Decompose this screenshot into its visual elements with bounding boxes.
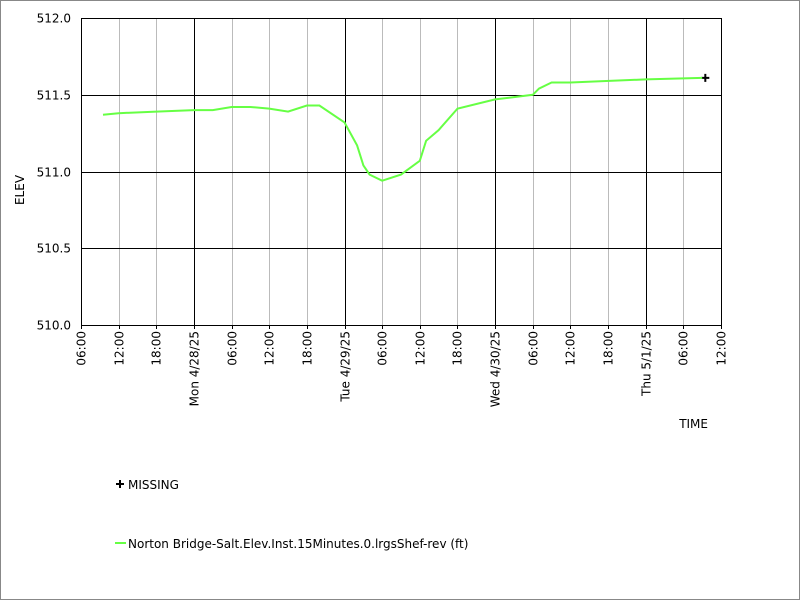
x-tick-label: Wed 4/30/25 bbox=[489, 331, 503, 407]
data-line bbox=[102, 76, 703, 182]
y-tick-label: 511.0 bbox=[37, 166, 71, 180]
y-tick-label: 511.5 bbox=[37, 89, 71, 103]
x-tick-label: 18:00 bbox=[301, 331, 315, 366]
x-tick-label: 06:00 bbox=[527, 331, 541, 366]
x-tick-label: 12:00 bbox=[414, 331, 428, 366]
legend-label: MISSING bbox=[128, 478, 179, 492]
missing-marker bbox=[701, 73, 710, 82]
y-axis-label: ELEV bbox=[13, 174, 27, 205]
y-tick-label: 512.0 bbox=[37, 12, 71, 26]
x-tick-label: Mon 4/28/25 bbox=[188, 331, 202, 406]
x-tick-label: 12:00 bbox=[263, 331, 277, 366]
legend-marker bbox=[116, 480, 124, 488]
x-tick-label: 18:00 bbox=[451, 331, 465, 366]
x-tick-label: 12:00 bbox=[113, 331, 127, 366]
x-tick-label: 12:00 bbox=[715, 331, 729, 366]
x-tick-label: 06:00 bbox=[376, 331, 390, 366]
x-tick-label: Thu 5/1/25 bbox=[640, 331, 654, 397]
x-tick-label: 12:00 bbox=[564, 331, 578, 366]
x-axis-label: TIME bbox=[678, 417, 708, 431]
x-tick-label: 06:00 bbox=[75, 331, 89, 366]
y-tick-label: 510.0 bbox=[37, 319, 71, 333]
x-tick-label: 06:00 bbox=[677, 331, 691, 366]
x-tick-label: 18:00 bbox=[602, 331, 616, 366]
legend-label: Norton Bridge-Salt.Elev.Inst.15Minutes.0… bbox=[128, 537, 468, 551]
x-tick-label: 18:00 bbox=[150, 331, 164, 366]
x-tick-label: Tue 4/29/25 bbox=[339, 331, 353, 403]
x-tick-label: 06:00 bbox=[226, 331, 240, 366]
y-tick-label: 510.5 bbox=[37, 242, 71, 256]
plot-border bbox=[81, 18, 722, 326]
